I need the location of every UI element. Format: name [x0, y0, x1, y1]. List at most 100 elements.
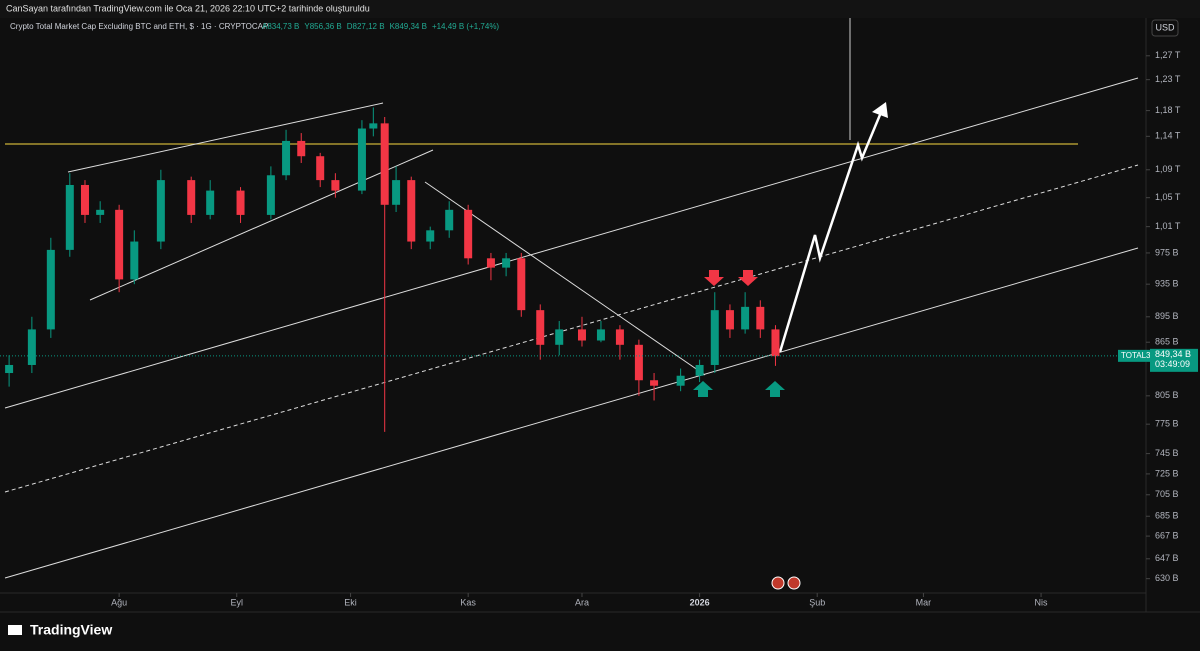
wedge-bottom [89, 149, 434, 301]
last-price-box [1150, 348, 1198, 372]
x-tick-label: Ağu [111, 597, 127, 607]
candle-body [464, 209, 473, 259]
y-tick-label: 1,27 T [1155, 50, 1181, 60]
symbol-label: TOTAL3 [1121, 351, 1151, 360]
channel-lower [4, 247, 1139, 579]
candle-body [316, 156, 325, 181]
projection-arrow [778, 109, 884, 353]
down-arrow [738, 270, 758, 286]
candle-body [615, 329, 624, 345]
candle-body [577, 329, 586, 341]
y-tick-label: 805 B [1155, 390, 1179, 400]
wedge-top [67, 102, 384, 173]
candle-body [502, 258, 511, 268]
countdown: 03:49:09 [1155, 359, 1190, 369]
x-tick-label: Mar [916, 597, 932, 607]
logo: TradingView [8, 622, 112, 638]
candle-body [5, 364, 14, 374]
symbol-title: Crypto Total Market Cap Excluding BTC an… [10, 22, 268, 31]
y-tick-label: 685 B [1155, 511, 1179, 521]
candle-body [65, 184, 74, 250]
candle-body [486, 258, 495, 268]
y-tick-label: 745 B [1155, 448, 1179, 458]
y-tick-label: 1,14 T [1155, 131, 1181, 141]
y-tick-label: 975 B [1155, 247, 1179, 257]
y-tick-label: 1,01 T [1155, 221, 1181, 231]
candle-body [369, 123, 378, 129]
candle-body [407, 180, 416, 242]
x-tick-label: Şub [809, 597, 825, 607]
ohlc-value: +14,49 B (+1,74%) [432, 22, 499, 31]
up-arrow [765, 381, 785, 397]
y-tick-label: 935 B [1155, 279, 1179, 289]
y-tick-label: 1,23 T [1155, 74, 1181, 84]
candle-body [725, 310, 734, 330]
candle-body [46, 249, 55, 330]
candle-body [695, 364, 704, 376]
header-bar [0, 0, 1200, 18]
x-tick-label: Eki [344, 597, 357, 607]
candle-body [80, 184, 89, 215]
candle-body [187, 180, 196, 215]
y-tick-label: 667 B [1155, 530, 1179, 540]
logo-mark [8, 625, 22, 635]
candle-body [206, 190, 215, 215]
symbol-box [1118, 349, 1150, 362]
candle-body [27, 329, 36, 365]
candle-body [445, 209, 454, 231]
arrow-head [872, 102, 888, 118]
y-tick-label: 775 B [1155, 419, 1179, 429]
candle-body [771, 329, 780, 357]
candle-body [555, 329, 564, 345]
candle-body [634, 344, 643, 381]
candle-body [130, 241, 139, 280]
ohlc-value: Y856,36 B [304, 22, 341, 31]
candle-body [596, 329, 605, 341]
down-arrow [704, 270, 724, 286]
candle-body [536, 310, 545, 345]
candle-body [650, 380, 659, 386]
y-tick-label: 705 B [1155, 489, 1179, 499]
candle-body [266, 175, 275, 215]
event-icon[interactable] [787, 576, 801, 590]
channel-mid [4, 164, 1139, 493]
ohlc-value: D827,12 B [347, 22, 385, 31]
currency-box[interactable] [1151, 19, 1179, 37]
header-text: CanSayan tarafından TradingView.com ile … [6, 3, 370, 13]
currency: USD [1155, 22, 1175, 32]
candle-body [710, 310, 719, 365]
last-price-label: 849,34 B [1155, 349, 1191, 359]
logo-text: TradingView [30, 622, 112, 638]
y-tick-label: 725 B [1155, 468, 1179, 478]
y-tick-label: 865 B [1155, 337, 1179, 347]
candle-body [115, 209, 124, 280]
x-tick-label: Nis [1035, 597, 1048, 607]
candle-body [380, 123, 389, 205]
y-tick-label: 1,18 T [1155, 105, 1181, 115]
candle-body [236, 190, 245, 215]
y-tick-label: 647 B [1155, 553, 1179, 563]
x-tick-label: Ara [575, 597, 589, 607]
candle-body [517, 258, 526, 311]
candle-body [331, 180, 340, 191]
ohlc-legend: A834,73 B Y856,36 B D827,12 B K849,34 B +14,… [262, 22, 499, 31]
y-tick-label: 895 B [1155, 311, 1179, 321]
ohlc-value: K849,34 B [390, 22, 427, 31]
up-arrow [693, 381, 713, 397]
x-tick-label: 2026 [690, 597, 710, 607]
candle-body [392, 180, 401, 205]
candle-body [96, 209, 105, 215]
x-tick-label: Eyl [230, 597, 243, 607]
candle-body [741, 306, 750, 330]
event-icon[interactable] [771, 576, 785, 590]
x-tick-label: Kas [460, 597, 476, 607]
candle-body [357, 128, 366, 191]
candle-body [426, 230, 435, 242]
candle-body [297, 140, 306, 157]
candle-body [676, 375, 685, 386]
y-tick-label: 1,05 T [1155, 192, 1181, 202]
y-tick-label: 1,09 T [1155, 164, 1181, 174]
y-tick-label: 630 B [1155, 573, 1179, 583]
